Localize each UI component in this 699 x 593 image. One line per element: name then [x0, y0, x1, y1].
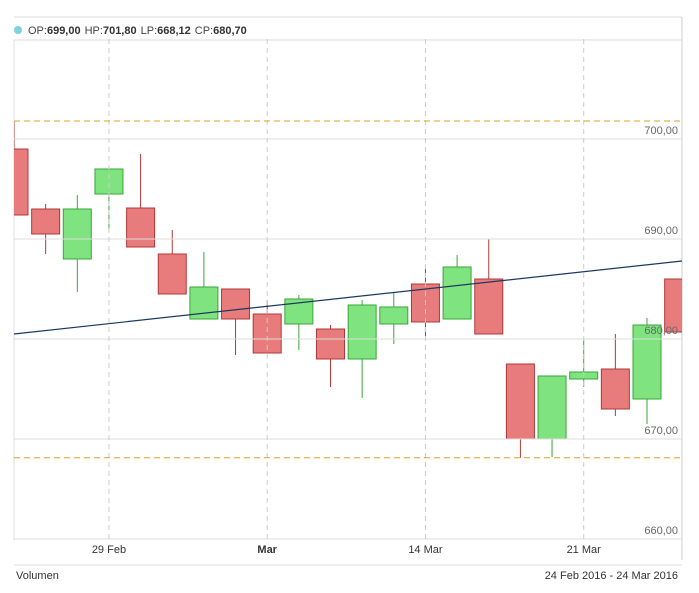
y-tick-label: 700,00: [644, 125, 678, 137]
candle-body: [221, 288, 251, 320]
y-tick-label: 690,00: [644, 225, 678, 237]
candle-body: [379, 306, 409, 325]
x-tick-label: Mar: [257, 544, 277, 556]
y-tick-label: 670,00: [644, 425, 678, 437]
summary-value: 701,80: [103, 25, 137, 37]
candle-body: [347, 304, 377, 360]
date-range: 24 Feb 2016 - 24 Mar 2016: [545, 570, 678, 582]
summary-value: 680,70: [213, 25, 247, 37]
candle-body: [316, 328, 345, 360]
summary-label: LP:: [141, 25, 158, 37]
y-tick-label: 680,00: [644, 325, 678, 337]
summary: OP:699,00 HP:701,80 LP:668,12 CP:680,70: [28, 25, 247, 37]
volume-label: Volumen: [16, 570, 59, 582]
y-tick-label: 660,00: [644, 525, 678, 537]
x-tick-label: 14 Mar: [408, 544, 443, 556]
plot: [14, 121, 682, 458]
candle-body: [126, 207, 156, 248]
trend-line: [14, 260, 682, 335]
summary-value: 668,12: [157, 25, 191, 37]
summary-value: 699,00: [47, 25, 81, 37]
candle-body: [31, 208, 61, 235]
summary-label: CP:: [195, 25, 213, 37]
candle-body: [600, 368, 630, 410]
candle-body: [664, 278, 682, 333]
summary-label: HP:: [85, 25, 103, 37]
candle-body: [632, 324, 662, 400]
legend-dot: [14, 26, 22, 34]
candle-body: [62, 208, 92, 260]
candle-body: [14, 148, 29, 216]
candle-body: [537, 375, 567, 440]
candle-body: [442, 266, 472, 320]
summary-label: OP:: [28, 25, 47, 37]
candle-body: [474, 278, 504, 335]
candle-body: [94, 168, 124, 195]
candle-body: [157, 253, 187, 295]
x-tick-label: 29 Feb: [92, 544, 126, 556]
x-tick-label: 21 Mar: [567, 544, 602, 556]
candle-body: [505, 363, 535, 440]
